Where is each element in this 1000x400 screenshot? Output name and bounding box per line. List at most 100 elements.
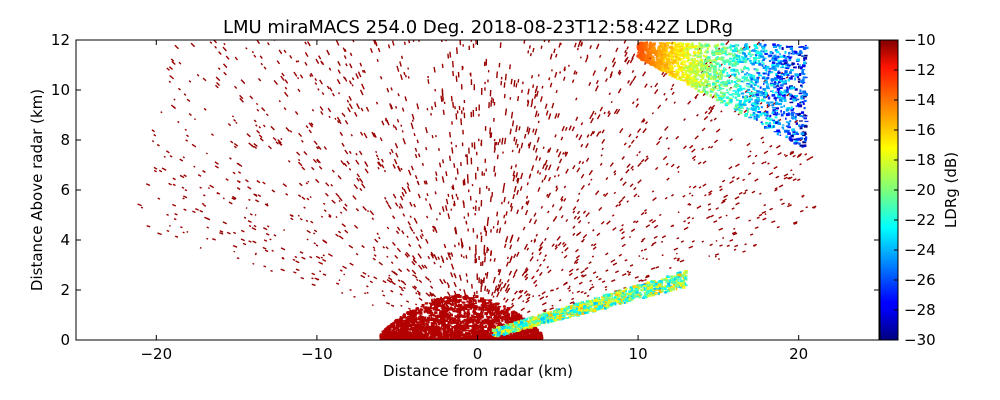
noise-gate xyxy=(459,288,462,291)
echo-gate xyxy=(443,337,447,339)
echo-gate xyxy=(473,328,476,331)
noise-gate xyxy=(676,252,678,255)
noise-gate xyxy=(756,216,760,219)
noise-gate xyxy=(651,219,657,224)
noise-gate xyxy=(519,186,523,191)
noise-gate xyxy=(575,133,579,138)
echo-gate xyxy=(511,317,515,319)
noise-gate xyxy=(547,192,552,199)
noise-gate xyxy=(435,171,438,176)
noise-gate xyxy=(618,199,623,204)
noise-gate xyxy=(445,171,448,177)
noise-gate xyxy=(448,252,451,256)
noise-gate xyxy=(391,40,395,46)
noise-gate xyxy=(538,251,542,256)
noise-gate xyxy=(188,113,192,117)
noise-gate xyxy=(255,124,258,127)
noise-gate xyxy=(413,217,418,224)
near-radar-clutter xyxy=(379,293,544,340)
echo-gate xyxy=(498,333,502,335)
echo-gate xyxy=(520,326,525,328)
noise-gate xyxy=(713,117,717,121)
echo-gate xyxy=(456,320,459,322)
noise-gate xyxy=(517,294,523,300)
echo-gate xyxy=(435,325,440,328)
noise-gate xyxy=(650,267,656,271)
noise-gate xyxy=(264,203,269,207)
echo-gate xyxy=(445,319,449,322)
echo-gate xyxy=(395,329,398,333)
noise-gate xyxy=(592,130,596,135)
noise-gate xyxy=(797,152,803,157)
noise-gate xyxy=(297,161,303,167)
echo-gate xyxy=(444,296,448,299)
echo-gate xyxy=(381,330,385,333)
noise-gate xyxy=(524,209,529,216)
echo-gate xyxy=(514,338,518,340)
noise-gate xyxy=(456,47,458,55)
echo-gate xyxy=(489,320,492,323)
noise-gate xyxy=(483,244,486,252)
noise-gate xyxy=(592,246,597,250)
noise-gate xyxy=(542,163,546,170)
noise-gate xyxy=(676,259,680,262)
noise-gate xyxy=(341,112,344,116)
noise-gate xyxy=(541,179,544,183)
echo-gate xyxy=(462,301,464,304)
echo-gate xyxy=(600,296,605,298)
echo-gate xyxy=(460,336,465,340)
noise-gate xyxy=(557,151,562,158)
echo-gate xyxy=(413,312,417,316)
noise-gate xyxy=(537,187,541,192)
echo-gate xyxy=(468,338,471,340)
noise-gate xyxy=(242,242,247,246)
noise-gate xyxy=(526,182,529,186)
noise-gate xyxy=(670,163,675,168)
noise-gate xyxy=(676,165,680,169)
noise-gate xyxy=(277,139,282,144)
echo-gate xyxy=(450,303,455,306)
echo-gate xyxy=(415,335,418,338)
noise-gate xyxy=(572,210,576,214)
noise-gate xyxy=(601,280,606,283)
noise-gate xyxy=(551,102,555,109)
noise-gate xyxy=(341,223,346,228)
noise-gate xyxy=(328,115,331,119)
noise-gate xyxy=(581,161,585,165)
noise-gate xyxy=(248,240,252,243)
echo-gate xyxy=(433,317,437,320)
noise-gate xyxy=(307,180,310,183)
noise-gate xyxy=(263,265,267,268)
noise-gate xyxy=(426,193,429,197)
noise-gate xyxy=(533,279,538,284)
noise-gate xyxy=(596,114,601,120)
noise-gate xyxy=(318,165,323,170)
echo-gate xyxy=(663,286,667,290)
noise-gate xyxy=(433,261,436,265)
noise-gate xyxy=(585,212,590,218)
noise-gate xyxy=(619,228,624,232)
echo-gate xyxy=(433,306,437,308)
echo-gate xyxy=(489,338,492,340)
noise-gate xyxy=(318,261,324,265)
echo-gate xyxy=(399,333,403,337)
noise-gate xyxy=(654,88,659,95)
noise-gate xyxy=(429,291,434,297)
noise-gate xyxy=(349,289,352,292)
echo-gate xyxy=(484,311,488,316)
noise-gate xyxy=(514,164,517,168)
noise-gate xyxy=(548,77,551,81)
noise-gate xyxy=(590,117,594,124)
echo-gate xyxy=(432,307,437,310)
noise-gate xyxy=(605,288,608,291)
noise-gate xyxy=(310,72,314,77)
echo-gate xyxy=(449,307,454,310)
noise-gate xyxy=(515,172,519,178)
noise-gate xyxy=(635,103,640,108)
noise-gate xyxy=(527,50,530,54)
echo-gate xyxy=(485,332,489,334)
noise-gate xyxy=(377,157,380,161)
echo-gate xyxy=(489,301,492,304)
noise-gate xyxy=(195,207,199,211)
